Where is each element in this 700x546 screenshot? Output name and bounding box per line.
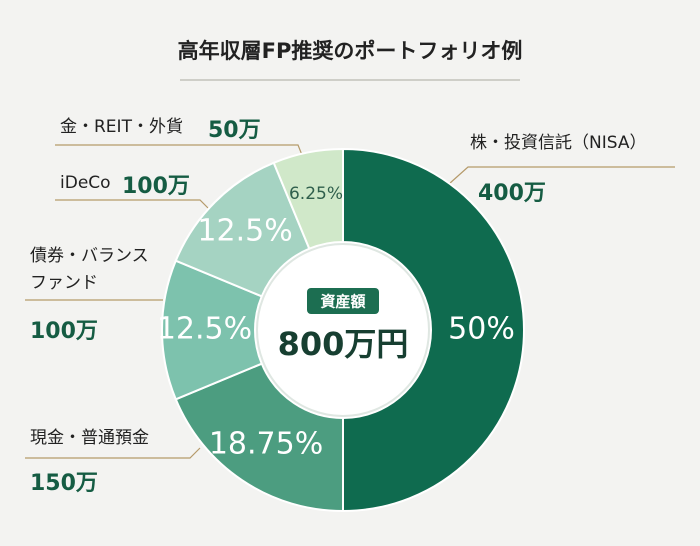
leader-line [55,144,307,166]
slice-label: 12.5% [157,312,252,347]
center-label: 資産額 [320,293,365,311]
chart-title: 高年収層FP推奨のポートフォリオ例 [178,39,523,63]
slice-label: 50% [448,312,515,347]
slice [272,147,344,251]
amount-label: 100万 [122,174,190,199]
amount-label: 50万 [208,118,261,143]
center-total: 800万円 [278,325,409,363]
category-label: 現金・普通預金 [30,428,149,448]
slice-label: 12.5% [197,214,292,249]
category-label: iDeCo [60,173,111,193]
slice [342,147,525,513]
amount-label: 100万 [30,319,98,344]
category-label: 債券・バランスファンド [30,246,149,293]
center-badge [307,288,379,314]
category-label: 金・REIT・外貨 [60,117,183,137]
slice-label: 18.75% [209,427,323,462]
leader-line [439,166,675,193]
amount-label: 400万 [478,181,546,206]
category-label: 株・投資信託（NISA） [470,133,647,153]
slice [174,362,344,513]
slice-label: 6.25% [289,184,343,204]
leader-line [55,199,213,213]
amount-label: 150万 [30,471,98,496]
leader-line [25,447,201,459]
center-hole [256,243,430,417]
